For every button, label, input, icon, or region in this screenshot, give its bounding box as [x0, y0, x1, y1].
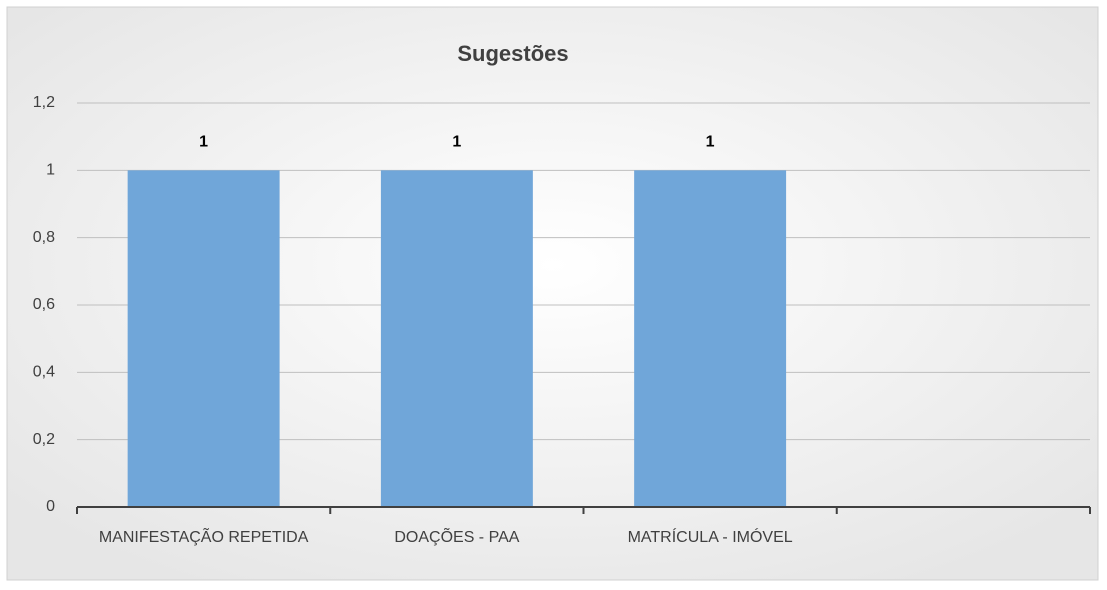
- bar: [634, 170, 787, 508]
- data-label: 1: [199, 134, 208, 151]
- y-tick-label: 0,6: [33, 296, 55, 313]
- y-tick-label: 0,8: [33, 229, 55, 246]
- bar: [380, 170, 533, 508]
- y-tick-label: 1: [46, 162, 55, 179]
- y-tick-label: 0,4: [33, 364, 55, 381]
- y-tick-label: 1,2: [33, 94, 55, 111]
- x-tick-label: MANIFESTAÇÃO REPETIDA: [98, 529, 309, 546]
- data-label: 1: [452, 134, 461, 151]
- x-tick-label: DOAÇÕES - PAA: [394, 529, 520, 546]
- bar: [127, 170, 280, 508]
- data-label: 1: [706, 134, 715, 151]
- chart-title: Sugestões: [457, 41, 568, 66]
- y-tick-label: 0,2: [33, 431, 55, 448]
- y-tick-label: 0: [46, 498, 55, 515]
- x-tick-label: MATRÍCULA - IMÓVEL: [627, 529, 793, 546]
